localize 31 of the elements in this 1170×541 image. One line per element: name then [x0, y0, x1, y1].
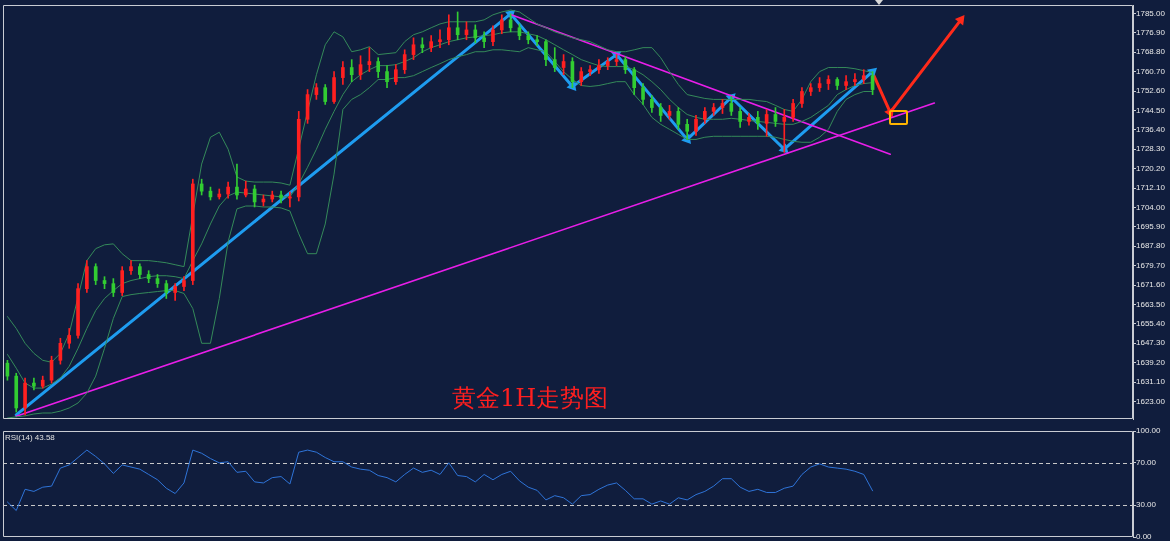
- y-tick-label: 30.00: [1136, 500, 1157, 510]
- y-tick-label: 1631.10: [1136, 377, 1166, 387]
- y-tick-label: 1695.90: [1136, 222, 1166, 232]
- y-tick-label: 100.00: [1136, 426, 1162, 436]
- y-tick-label: 1655.40: [1136, 319, 1166, 329]
- y-tick-label: 1720.20: [1136, 163, 1166, 173]
- y-tick-label: 1712.10: [1136, 183, 1166, 193]
- candlestick: [438, 29, 442, 48]
- y-tick-label: 1647.30: [1136, 338, 1166, 348]
- y-tick-label: 70.00: [1136, 458, 1157, 467]
- candlestick: [853, 73, 857, 86]
- y-tick-label: 1776.90: [1136, 27, 1166, 37]
- text: 黄金1H走势图: [452, 384, 609, 412]
- y-tick-label: 1768.80: [1136, 47, 1166, 57]
- y-tick-label: 1623.00: [1136, 396, 1166, 406]
- y-tick-label: 1663.50: [1136, 299, 1166, 309]
- y-tick-label: 0.00: [1136, 532, 1153, 541]
- chart-title: RSI(14) 43.58: [5, 433, 55, 442]
- y-tick-label: 1736.40: [1136, 125, 1166, 135]
- y-tick-label: 1752.60: [1136, 86, 1166, 96]
- candlestick: [235, 163, 239, 200]
- y-tick-label: 1639.20: [1136, 357, 1166, 367]
- y-tick-label: 1728.30: [1136, 144, 1166, 154]
- y-tick-label: 1671.60: [1136, 280, 1166, 290]
- y-tick-label: 1687.80: [1136, 241, 1166, 251]
- y-tick-label: 1704.00: [1136, 202, 1166, 212]
- candlestick: [782, 109, 787, 153]
- y-tick-label: 1785.00: [1136, 8, 1166, 18]
- y-tick-label: 1760.70: [1136, 66, 1166, 76]
- y-tick-label: 1679.70: [1136, 260, 1166, 270]
- y-tick-label: 1744.50: [1136, 105, 1166, 115]
